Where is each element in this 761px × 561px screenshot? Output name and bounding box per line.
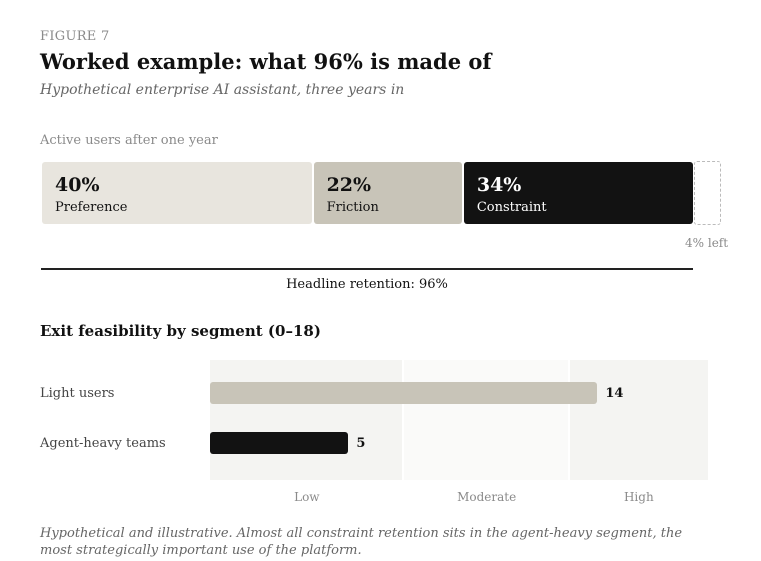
figure-label: FIGURE 7 <box>40 29 110 44</box>
zone-band-moderate <box>403 360 568 480</box>
retention-segment-constraint: 34% Constraint <box>463 162 693 224</box>
retention-segment-label: Friction <box>326 200 379 215</box>
zone-label-moderate: Moderate <box>457 490 517 504</box>
footnote: Hypothetical and illustrative. Almost al… <box>40 526 683 558</box>
headline-retention: Headline retention: 96% <box>286 277 448 292</box>
retention-segment-friction: 22% Friction <box>313 162 462 224</box>
zone-label-high: High <box>623 490 654 504</box>
bar-value-label: 5 <box>356 436 366 451</box>
retention-segment-label: Constraint <box>476 200 547 215</box>
category-label: Light users <box>40 386 115 401</box>
retention-segment-pct: 40% <box>55 174 100 196</box>
page-subtitle: Hypothetical enterprise AI assistant, th… <box>40 82 405 98</box>
bar-agent-heavy-teams <box>210 432 349 454</box>
retention-segment-preference: 40% Preference <box>42 162 312 224</box>
zone-band-high <box>569 360 708 480</box>
retention-segment-label: Preference <box>55 200 128 215</box>
retention-segment-pct: 34% <box>476 174 522 196</box>
page-title: Worked example: what 96% is made of <box>40 49 492 74</box>
chart-title: Exit feasibility by segment (0–18) <box>40 322 321 340</box>
zone-label-low: Low <box>294 490 320 504</box>
retention-remaining-label: 4% left <box>685 236 729 250</box>
bar-value-label: 14 <box>605 386 624 401</box>
bar-light-users <box>210 382 598 404</box>
retention-section-label: Active users after one year <box>40 133 218 148</box>
zone-band-low <box>210 360 402 480</box>
retention-segment-pct: 22% <box>326 174 372 196</box>
category-label: Agent-heavy teams <box>40 436 166 451</box>
retention-divider <box>41 268 693 270</box>
retention-remaining-segment <box>694 161 721 225</box>
